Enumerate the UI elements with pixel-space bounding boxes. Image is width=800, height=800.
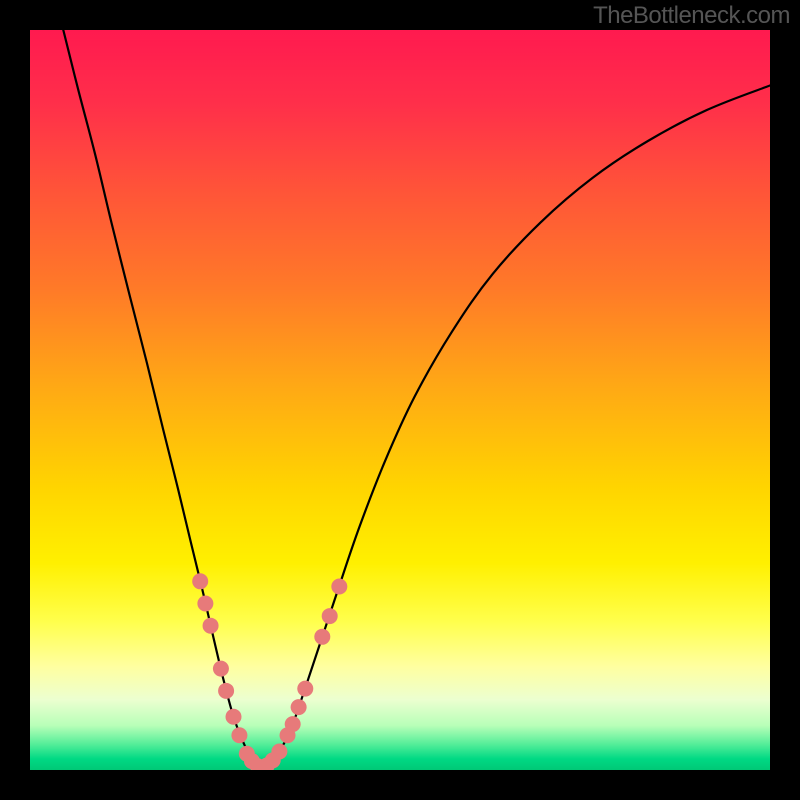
data-marker xyxy=(271,744,287,760)
watermark-text: TheBottleneck.com xyxy=(593,2,790,30)
data-marker xyxy=(218,683,234,699)
data-marker xyxy=(331,578,347,594)
data-marker xyxy=(314,629,330,645)
data-marker xyxy=(285,716,301,732)
data-marker xyxy=(213,661,229,677)
data-marker xyxy=(291,699,307,715)
data-marker xyxy=(231,727,247,743)
data-marker xyxy=(226,709,242,725)
data-marker xyxy=(297,681,313,697)
plot-background xyxy=(30,30,770,770)
bottleneck-chart xyxy=(0,0,800,800)
data-marker xyxy=(322,608,338,624)
data-marker xyxy=(192,573,208,589)
data-marker xyxy=(197,596,213,612)
chart-container: TheBottleneck.com xyxy=(0,0,800,800)
data-marker xyxy=(203,618,219,634)
